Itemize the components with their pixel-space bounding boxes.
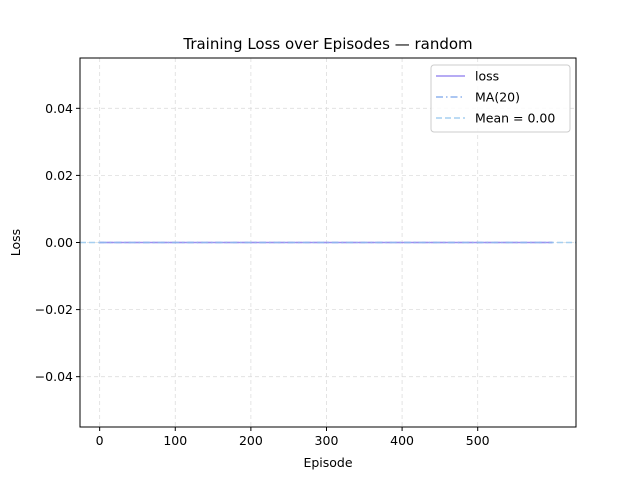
x-tick-label: 100 [163,433,187,448]
y-tick-label: −0.02 [35,302,73,317]
x-tick-label: 200 [239,433,263,448]
y-tick-label: 0.00 [45,235,73,250]
x-axis-label: Episode [303,455,352,470]
y-tick-label: −0.04 [35,369,73,384]
y-axis-ticks: −0.04 −0.02 0.00 0.02 0.04 [35,101,80,384]
y-axis-label: Loss [8,229,23,256]
legend: loss MA(20) Mean = 0.00 [430,64,571,133]
x-tick-label: 0 [96,433,104,448]
chart-title: Training Loss over Episodes — random [182,35,472,53]
y-tick-label: 0.02 [45,168,73,183]
x-tick-label: 300 [315,433,339,448]
legend-label: loss [475,69,499,84]
x-axis-ticks: 0 100 200 300 400 500 [96,427,490,448]
x-tick-label: 400 [390,433,414,448]
x-tick-label: 500 [466,433,490,448]
legend-label: Mean = 0.00 [475,111,555,126]
legend-box [430,64,571,133]
y-tick-label: 0.04 [45,101,73,116]
legend-label: MA(20) [475,90,520,105]
